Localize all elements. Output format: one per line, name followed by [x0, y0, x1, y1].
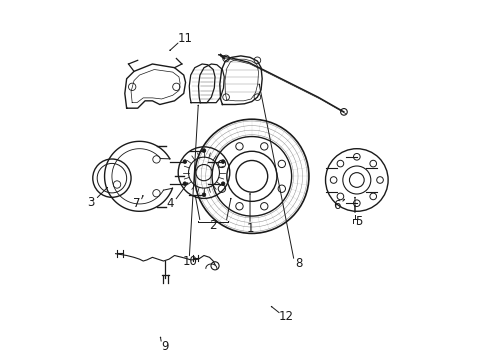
Text: 6: 6	[333, 199, 340, 212]
Circle shape	[202, 149, 205, 152]
Text: 9: 9	[161, 339, 169, 352]
Text: 8: 8	[295, 257, 302, 270]
Text: 7: 7	[133, 197, 141, 211]
Text: 5: 5	[354, 215, 362, 228]
Text: 2: 2	[209, 219, 217, 232]
Text: 3: 3	[87, 195, 94, 208]
Text: 4: 4	[166, 197, 174, 211]
Circle shape	[202, 193, 205, 197]
Text: 11: 11	[177, 32, 192, 45]
Circle shape	[183, 182, 186, 185]
Text: 1: 1	[246, 222, 253, 235]
Text: 10: 10	[182, 255, 197, 267]
Circle shape	[221, 182, 224, 185]
Text: 12: 12	[278, 310, 293, 324]
Circle shape	[221, 160, 224, 163]
Circle shape	[183, 160, 186, 163]
